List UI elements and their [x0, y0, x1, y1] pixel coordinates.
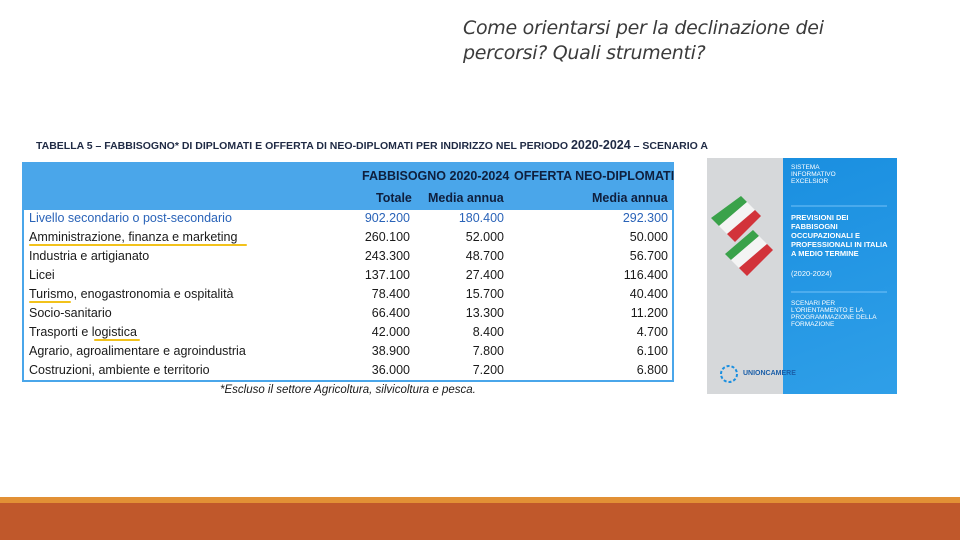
cell-offerta: 4.700: [636, 325, 668, 339]
cover-title: PREVISIONI DEI FABBISOGNI OCCUPAZIONALI …: [791, 213, 888, 258]
cell-totale: 66.400: [371, 306, 410, 320]
slide-title: Come orientarsi per la declinazione dei …: [463, 16, 883, 66]
header-media-annua: Media annua: [428, 191, 504, 205]
cell-media: 180.400: [458, 211, 504, 225]
header-fabbisogno: FABBISOGNO 2020-2024: [362, 169, 510, 183]
cell-media: 52.000: [465, 230, 504, 244]
cover-left-panel: [707, 158, 783, 394]
table-row: Trasporti e logistica 42.000 8.400 4.700: [24, 323, 672, 342]
table-caption-period: 2020-2024: [570, 138, 631, 152]
row-label: Licei: [29, 268, 55, 282]
table-row: Industria e artigianato 243.300 48.700 5…: [24, 247, 672, 266]
cover-right-panel: [783, 158, 897, 394]
footer-accent-line: [0, 497, 960, 503]
cell-offerta: 56.700: [629, 249, 668, 263]
data-table: FABBISOGNO 2020-2024 OFFERTA NEO-DIPLOMA…: [22, 162, 674, 382]
table-row: Amministrazione, finanza e marketing 260…: [24, 228, 672, 247]
table-row: Costruzioni, ambiente e territorio 36.00…: [24, 361, 672, 380]
cover-publisher: UNIONCAMERE: [743, 370, 796, 377]
cell-totale: 36.000: [371, 363, 410, 377]
cell-totale: 38.900: [371, 344, 410, 358]
header-totale: Totale: [376, 191, 412, 205]
footer-bar: [0, 503, 960, 540]
table-row: Turismo, enogastronomia e ospitalità 78.…: [24, 285, 672, 304]
row-label: Socio-sanitario: [29, 306, 112, 320]
table-header: FABBISOGNO 2020-2024 OFFERTA NEO-DIPLOMA…: [24, 164, 675, 210]
unioncamere-logo-icon: [720, 365, 738, 383]
cover-series-label: SISTEMA INFORMATIVO EXCELSIOR: [791, 164, 836, 185]
cell-media: 27.400: [465, 268, 504, 282]
highlight-underline-logistica: [94, 339, 140, 341]
cell-offerta: 116.400: [623, 268, 668, 282]
cover-subtitle: SCENARI PER L'ORIENTAMENTO E LA PROGRAMM…: [791, 300, 877, 328]
italy-flag-logo-icon: [711, 196, 887, 293]
cell-media: 15.700: [465, 287, 504, 301]
cell-offerta: 50.000: [629, 230, 668, 244]
slide-title-line-1: Come orientarsi per la declinazione dei: [463, 17, 824, 39]
cell-offerta: 6.800: [636, 363, 668, 377]
report-cover-image: SISTEMA INFORMATIVO EXCELSIOR PREVISIONI…: [707, 158, 897, 394]
table-row: Agrario, agroalimentare e agroindustria …: [24, 342, 672, 361]
table-row: Socio-sanitario 66.400 13.300 11.200: [24, 304, 672, 323]
row-label: Industria e artigianato: [29, 249, 150, 263]
header-offerta: OFFERTA NEO-DIPLOMATI: [514, 169, 675, 183]
row-label: Amministrazione, finanza e marketing: [29, 230, 238, 244]
header-media-annua-offerta: Media annua: [592, 191, 668, 205]
row-label: Agrario, agroalimentare e agroindustria: [29, 344, 246, 358]
cell-totale: 260.100: [364, 230, 410, 244]
table-caption: TABELLA 5 – FABBISOGNO* DI DIPLOMATI E O…: [36, 138, 708, 152]
cell-media: 7.800: [472, 344, 504, 358]
cell-offerta: 292.300: [622, 211, 668, 225]
highlight-underline-turismo: [29, 301, 71, 303]
row-label: Turismo, enogastronomia e ospitalità: [29, 287, 234, 301]
cell-totale: 137.100: [364, 268, 410, 282]
cell-totale: 78.400: [371, 287, 410, 301]
table-caption-text: TABELLA 5 – FABBISOGNO* DI DIPLOMATI E O…: [36, 140, 571, 152]
table-row-total: Livello secondario o post-secondario 902…: [24, 209, 672, 228]
cell-totale: 243.300: [364, 249, 410, 263]
cell-totale: 902.200: [364, 211, 410, 225]
highlight-underline-amministrazione: [29, 244, 247, 246]
table-row: Licei 137.100 27.400 116.400: [24, 266, 672, 285]
cell-totale: 42.000: [371, 325, 410, 339]
cell-offerta: 40.400: [629, 287, 668, 301]
cell-media: 13.300: [465, 306, 504, 320]
row-label: Trasporti e logistica: [29, 325, 137, 339]
row-label: Livello secondario o post-secondario: [29, 211, 232, 225]
table-footnote: *Escluso il settore Agricoltura, silvico…: [220, 384, 476, 396]
cell-media: 48.700: [465, 249, 504, 263]
table-caption-scenario: – SCENARIO A: [630, 140, 708, 152]
cover-years: (2020-2024): [791, 269, 832, 278]
slide-title-line-2: percorsi? Quali strumenti?: [463, 42, 706, 64]
cell-media: 7.200: [472, 363, 504, 377]
row-label: Costruzioni, ambiente e territorio: [29, 363, 210, 377]
cell-media: 8.400: [472, 325, 504, 339]
cell-offerta: 11.200: [630, 306, 668, 320]
cell-offerta: 6.100: [636, 344, 668, 358]
